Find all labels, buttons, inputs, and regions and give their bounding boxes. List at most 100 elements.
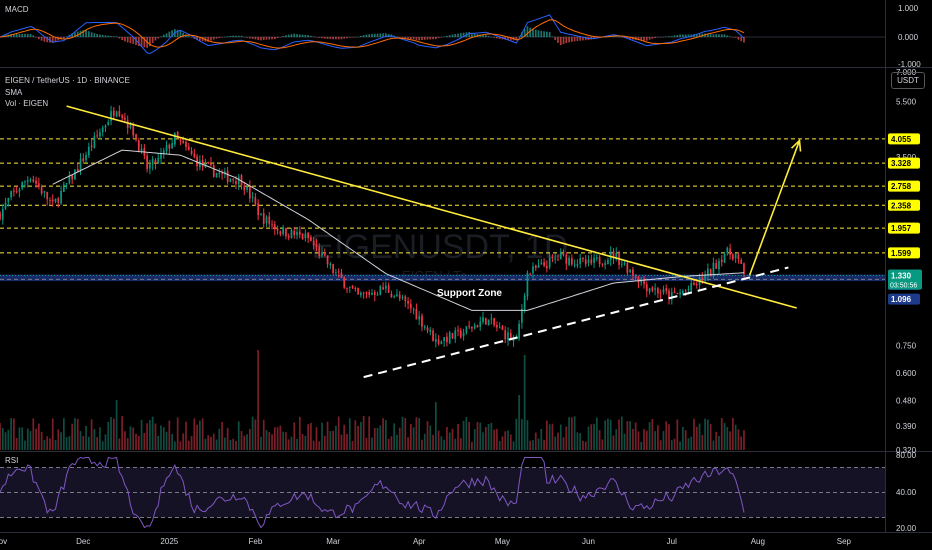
volume-legend[interactable]: Vol · EIGEN (5, 99, 49, 108)
volume-bar (673, 438, 676, 450)
candle-body (182, 141, 185, 144)
volume-bar (168, 420, 171, 450)
time-label: Sep (837, 537, 852, 546)
macd-histogram-bar (82, 30, 85, 37)
volume-bar (176, 417, 179, 450)
price-axis[interactable]: 7.0005.5003.5002.0001.2500.7500.6000.480… (888, 68, 922, 455)
candle-body (76, 168, 79, 172)
candle-body (24, 181, 26, 183)
candle-body (576, 264, 579, 266)
macd-histogram-bar (90, 32, 93, 37)
macd-histogram-bar (532, 28, 534, 37)
candle-body (443, 337, 446, 342)
volume-bar (232, 438, 235, 450)
macd-histogram-bar (223, 36, 226, 38)
macd-histogram-bar (540, 30, 543, 37)
price-tick: 3.500 (896, 153, 917, 162)
candle-body (548, 257, 551, 268)
candle-body (18, 189, 21, 192)
volume-bar (112, 418, 115, 450)
trendline-projection-arrow[interactable] (748, 140, 801, 276)
volume-bar (312, 440, 315, 450)
candle-body (151, 158, 154, 165)
sma-legend[interactable]: SMA (5, 88, 23, 97)
volume-bar (271, 434, 273, 450)
macd-histogram-bar (562, 37, 565, 45)
volume-bar (57, 429, 60, 450)
projection-arrow-head (790, 138, 802, 152)
volume-bar (85, 425, 87, 450)
macd-histogram-bar (149, 37, 151, 47)
candle-body (62, 184, 65, 192)
candle-body (418, 316, 421, 320)
macd-histogram-bar (643, 37, 645, 41)
rsi-line (0, 456, 745, 529)
volume-bar (543, 439, 545, 450)
trendline-descending-resistance[interactable] (66, 105, 797, 309)
candle-body (0, 212, 1, 220)
candle-body (712, 262, 715, 276)
macd-histogram-bar (640, 37, 643, 41)
currency-selector[interactable]: USDT (891, 72, 925, 89)
volume-bar (223, 437, 226, 450)
volume-bar (351, 440, 354, 450)
macd-histogram-bar (126, 37, 129, 43)
symbol-watermark: EIGENUSDT, 1D (312, 228, 569, 266)
volume-bar (79, 431, 82, 450)
level-1-tag-label: 3.328 (891, 159, 912, 168)
volume-bar (387, 438, 390, 450)
candle-body (612, 251, 615, 258)
macd-histogram-bar (645, 37, 648, 41)
candle-body (554, 258, 557, 260)
candle-body (293, 230, 296, 236)
candle-body (471, 326, 473, 329)
time-label: 2025 (160, 537, 178, 546)
macd-histogram-bar (484, 35, 487, 37)
macd-histogram-bar (648, 37, 651, 40)
candle-body (101, 127, 104, 132)
volume-bar (165, 431, 168, 450)
time-axis[interactable]: Nov Dec 2025 Feb Mar Apr May Jun Jul Aug Sep (0, 537, 852, 546)
volume-bar (593, 423, 595, 450)
candle-body (448, 332, 451, 344)
level-3-tag (888, 199, 920, 211)
candle-body (451, 332, 454, 339)
macd-histogram-bar (129, 37, 132, 44)
candle-body (168, 144, 171, 149)
volume-bar (548, 424, 551, 450)
volume-bar (21, 427, 24, 450)
macd-histogram-bar (543, 31, 545, 37)
candle-body (110, 111, 112, 121)
macd-histogram-bar (493, 37, 495, 38)
candle-body (496, 324, 498, 328)
candle-body (271, 224, 273, 226)
macd-histogram-bar (454, 33, 457, 37)
candle-body (348, 286, 351, 288)
candle-body (99, 132, 101, 137)
volume-bar (570, 417, 573, 450)
candle-body (504, 330, 507, 340)
candle-body (332, 264, 334, 273)
macd-histogram-bar (96, 33, 99, 37)
macd-histogram-bar (265, 37, 268, 40)
candle-body (307, 233, 309, 239)
volume-bar (579, 433, 582, 450)
volume-bar (707, 419, 709, 450)
candle-body (740, 259, 743, 264)
volume-bar (337, 416, 340, 450)
candle-body (729, 248, 731, 255)
trendline-ascending-support[interactable] (363, 266, 789, 379)
macd-tick-0: 0.000 (898, 33, 919, 42)
volume-bar (457, 424, 459, 450)
macd-histogram-bar (740, 37, 743, 42)
macd-histogram-bar (285, 35, 287, 37)
symbol-title[interactable]: EIGEN / TetherUS · 1D · BINANCE (5, 76, 130, 85)
rsi-tick-40: 40.00 (896, 488, 917, 497)
volume-bar (68, 436, 71, 450)
macd-histogram-bar (326, 37, 329, 39)
volume-bar (149, 420, 151, 450)
candle-body (273, 224, 276, 230)
volume-bar (357, 425, 359, 450)
candle-body (221, 173, 223, 175)
